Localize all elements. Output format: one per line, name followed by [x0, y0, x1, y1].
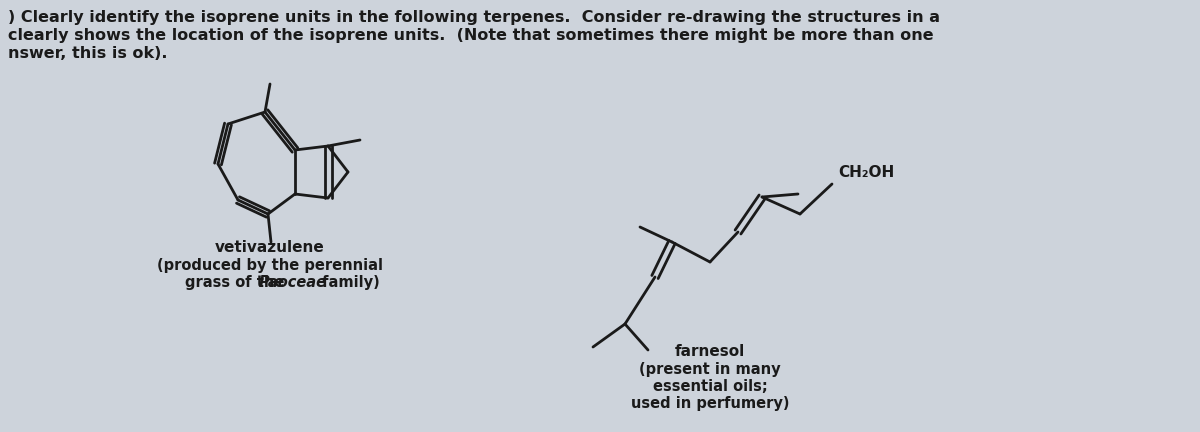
Text: ) Clearly identify the isoprene units in the following terpenes.  Consider re-dr: ) Clearly identify the isoprene units in… [8, 10, 940, 25]
Text: (present in many: (present in many [640, 362, 781, 377]
Text: nswer, this is ok).: nswer, this is ok). [8, 46, 168, 61]
Text: grass of the: grass of the [185, 275, 289, 290]
Text: essential oils;: essential oils; [653, 379, 767, 394]
Text: (produced by the perennial: (produced by the perennial [157, 258, 383, 273]
Text: vetivazulene: vetivazulene [215, 240, 325, 255]
Text: used in perfumery): used in perfumery) [631, 396, 790, 411]
Text: Paoceae: Paoceae [259, 275, 326, 290]
Text: family): family) [317, 275, 379, 290]
Text: clearly shows the location of the isoprene units.  (Note that sometimes there mi: clearly shows the location of the isopre… [8, 28, 934, 43]
Text: farnesol: farnesol [674, 344, 745, 359]
Text: CH₂OH: CH₂OH [838, 165, 894, 180]
